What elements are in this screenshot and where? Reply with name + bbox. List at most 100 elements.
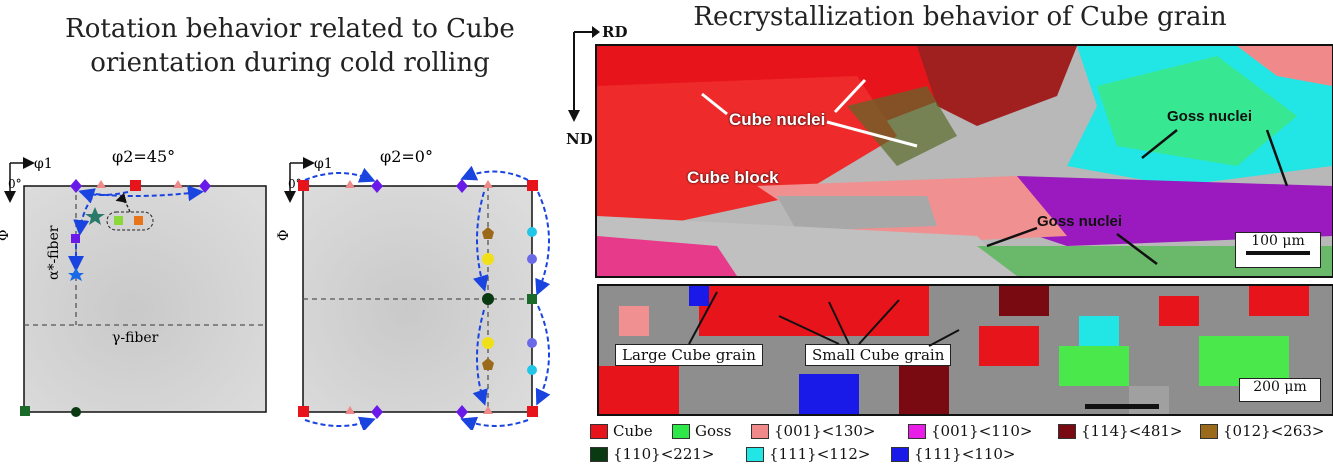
ebsd-deformed-image	[597, 46, 1332, 276]
ebsd-recrystallized-image	[599, 286, 1332, 414]
marker-triangle	[483, 406, 493, 414]
cube-nuclei-arrow	[833, 78, 867, 114]
scale-bar-200-line	[1085, 404, 1159, 409]
nd-label: ND	[566, 130, 593, 148]
marker-cube	[130, 180, 141, 191]
marker-square	[71, 234, 80, 243]
legend-swatch	[1058, 423, 1076, 439]
cube-block-label: Cube block	[687, 168, 779, 187]
marker-square-green	[527, 294, 537, 304]
small-cube-grain-label: Small Cube grain	[805, 344, 952, 366]
marker-square-green	[20, 406, 30, 416]
marker-cyan-dot	[527, 227, 537, 237]
alpha-fiber-label: α*-fiber	[46, 225, 62, 280]
legend-swatch	[891, 446, 909, 462]
small-cube-arrow	[778, 315, 840, 345]
rotation-arrow	[73, 197, 93, 236]
legend-swatch	[751, 423, 769, 439]
goss-nuclei-arrow	[1141, 129, 1178, 159]
rd-nd-axes	[568, 26, 600, 122]
small-cube-arrow	[928, 329, 960, 347]
marker-diamond	[456, 179, 468, 193]
ebsd-bottom-arrows	[688, 291, 960, 347]
legend-item-111-112: {111}<112>	[746, 445, 870, 463]
legend-label: {001}<110>	[931, 422, 1033, 440]
right-title: Recrystallization behavior of Cube grain	[600, 0, 1320, 34]
zero-label: 0°	[8, 177, 22, 191]
phi1-label: φ1	[314, 156, 333, 172]
gamma-fiber-label: γ-fiber	[112, 330, 159, 346]
orientation-box	[106, 211, 154, 231]
legend-label: {012}<263>	[1223, 422, 1325, 440]
rd-label: RD	[602, 23, 628, 41]
rotation-arrow	[535, 191, 551, 296]
left-title-line1: Rotation behavior related to Cube	[65, 14, 515, 44]
rd-arrowhead	[592, 26, 600, 38]
odf-sections: φ1 0° Φ φ2=45° α*-fiber γ-fiber φ1 0°	[0, 147, 551, 430]
marker-yellow-dot	[482, 253, 494, 265]
ebsd-deformed-map: Cube nuclei Cube block Goss nuclei Goss …	[595, 44, 1333, 278]
rotation-arrow	[460, 165, 529, 181]
rotation-arrow	[304, 416, 376, 430]
rotation-arrow	[472, 309, 488, 406]
goss-nuclei-arrow	[1265, 129, 1289, 187]
large-cube-arrow	[688, 291, 718, 345]
legend-item-goss: Goss	[672, 422, 731, 440]
legend-label: {001}<130>	[774, 422, 876, 440]
marker-cube	[527, 180, 538, 191]
legend-label: {114}<481>	[1081, 422, 1183, 440]
odf-left-frame	[23, 185, 267, 413]
small-cube-arrow	[858, 299, 900, 345]
marker-pentagon	[482, 358, 494, 370]
legend-swatch	[590, 446, 608, 462]
legend-swatch	[590, 423, 608, 439]
marker-violet-dot	[527, 254, 537, 264]
marker-triangle	[173, 180, 183, 188]
section-label-0: φ2=0°	[380, 147, 433, 166]
marker-dot	[482, 293, 494, 305]
legend-swatch	[746, 446, 764, 462]
marker-pentagon	[482, 227, 494, 239]
cube-nuclei-arrow	[826, 120, 918, 148]
cube-nuclei-label: Cube nuclei	[729, 110, 826, 129]
legend-label: Goss	[695, 422, 732, 440]
rotation-arrow	[304, 167, 376, 183]
marker-cyan-dot	[527, 365, 537, 375]
Phi-label: Φ	[0, 230, 12, 241]
marker-triangle	[96, 180, 106, 188]
marker-cube	[298, 406, 309, 417]
marker-orange	[134, 216, 143, 225]
legend-label: {111}<112>	[769, 445, 871, 463]
odf-right-frame	[302, 185, 533, 413]
marker-cube	[527, 406, 538, 417]
ebsd-recrystallized-map: Large Cube grain Small Cube grain 200 μm	[597, 284, 1333, 416]
goss-nuclei-arrow	[986, 226, 1038, 248]
legend-label: {110}<221>	[613, 445, 715, 463]
legend-item-111-110: {111}<110>	[891, 445, 1015, 463]
rotation-arrow	[472, 191, 489, 292]
section-label-45: φ2=45°	[112, 147, 175, 166]
rotation-arrow	[460, 416, 529, 430]
right-title-text: Recrystallization behavior of Cube grain	[693, 2, 1227, 32]
marker-goss-light	[114, 216, 123, 225]
legend-item-110-221: {110}<221>	[590, 445, 714, 463]
marker-cube	[298, 180, 309, 191]
legend-item-001-130: {001}<130>	[751, 422, 875, 440]
goss-nuclei-bottom-label: Goss nuclei	[1037, 213, 1123, 230]
large-cube-grain-label: Large Cube grain	[615, 344, 763, 366]
rotation-arrow	[535, 305, 551, 406]
legend-item-114-481: {114}<481>	[1058, 422, 1182, 440]
ebsd-top-arrows	[701, 78, 1289, 265]
phi1-label: φ1	[34, 156, 53, 172]
legend-label: {111}<110>	[914, 445, 1016, 463]
marker-dot	[71, 407, 81, 417]
marker-triangle	[345, 406, 355, 414]
odf-right-panel: φ1 0° Φ φ2=0°	[276, 147, 551, 430]
scale-bar-200-label: 200 μm	[1253, 379, 1307, 395]
Phi-label: Φ	[276, 230, 292, 241]
scale-bar-100-label: 100 μm	[1251, 233, 1305, 249]
marker-diamond	[371, 405, 383, 419]
legend-swatch	[672, 423, 690, 439]
marker-star	[85, 207, 105, 225]
scale-bar-200: 200 μm	[1239, 378, 1321, 402]
